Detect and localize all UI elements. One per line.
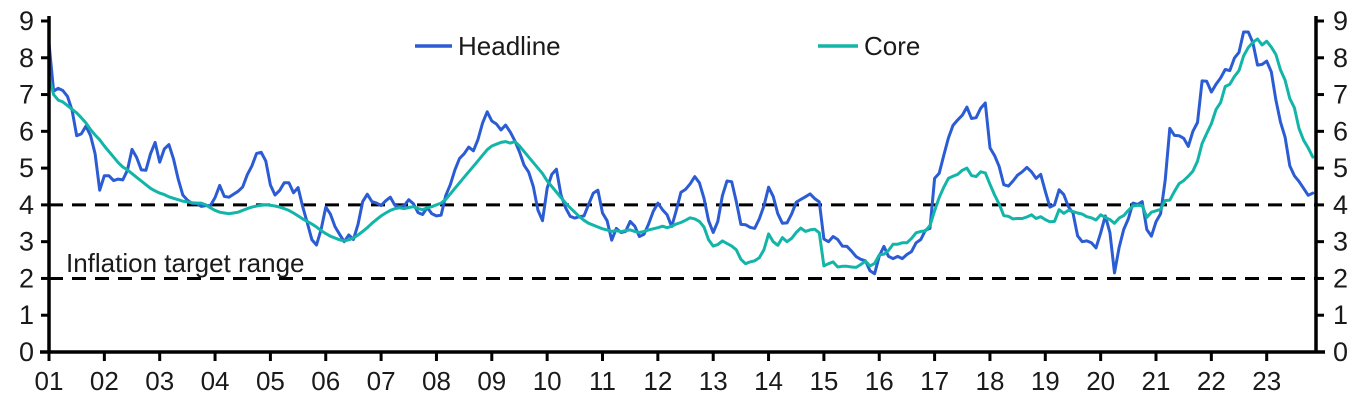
x-axis-ticks: 01 02 03 04 05 06 07 08 09 10 11 12 13 14 15 16 17 18 19 20… — [35, 352, 1281, 396]
y-tick-label-right: 7 — [1333, 80, 1348, 110]
y-tick-label-left: 5 — [19, 153, 34, 183]
y-tick-label-left: 4 — [19, 190, 34, 220]
x-tick-label: 07 — [367, 366, 396, 396]
y-tick-label-right: 3 — [1333, 227, 1348, 257]
x-tick-label: 17 — [920, 366, 949, 396]
core-series-line — [47, 37, 1315, 269]
x-tick-label: 08 — [422, 366, 451, 396]
x-tick-label: 20 — [1086, 366, 1115, 396]
x-tick-label: 23 — [1252, 366, 1281, 396]
x-tick-label: 12 — [643, 366, 672, 396]
x-tick-label: 05 — [256, 366, 285, 396]
headline-legend-label: Headline — [458, 31, 561, 61]
x-tick-label: 02 — [90, 366, 119, 396]
y-tick-label-right: 0 — [1333, 337, 1348, 367]
y-tick-label-left: 8 — [19, 43, 34, 73]
x-tick-label: 13 — [699, 366, 728, 396]
y-tick-label-right: 5 — [1333, 153, 1348, 183]
x-tick-label: 04 — [201, 366, 230, 396]
y-tick-label-right: 9 — [1333, 6, 1348, 36]
y-axis-right-ticks: 0 1 2 3 4 5 6 7 8 9 — [1316, 6, 1348, 367]
y-tick-label-right: 6 — [1333, 116, 1348, 146]
x-tick-label: 14 — [754, 366, 783, 396]
target-range-annotation: Inflation target range — [66, 248, 305, 278]
x-tick-label: 15 — [809, 366, 838, 396]
x-tick-label: 16 — [865, 366, 894, 396]
y-tick-label-left: 7 — [19, 80, 34, 110]
x-tick-label: 06 — [311, 366, 340, 396]
y-tick-label-right: 1 — [1333, 300, 1348, 330]
y-tick-label-left: 1 — [19, 300, 34, 330]
y-tick-label-right: 2 — [1333, 263, 1348, 293]
headline-series-line — [47, 30, 1315, 276]
x-tick-label: 18 — [975, 366, 1004, 396]
x-tick-label: 03 — [145, 366, 174, 396]
y-tick-label-left: 2 — [19, 263, 34, 293]
legend: Headline Core — [415, 31, 920, 61]
x-tick-label: 09 — [477, 366, 506, 396]
y-tick-label-left: 3 — [19, 227, 34, 257]
x-tick-label: 22 — [1197, 366, 1226, 396]
y-tick-label-right: 4 — [1333, 190, 1348, 220]
axes — [40, 16, 1325, 354]
x-tick-label: 10 — [533, 366, 562, 396]
y-axis-left-ticks: 0 1 2 3 4 5 6 7 8 9 — [19, 6, 49, 367]
x-tick-label: 01 — [35, 366, 64, 396]
core-legend-label: Core — [864, 31, 920, 61]
y-tick-label-left: 6 — [19, 116, 34, 146]
y-tick-label-left: 0 — [19, 337, 34, 367]
x-tick-label: 19 — [1031, 366, 1060, 396]
y-tick-label-left: 9 — [19, 6, 34, 36]
x-tick-label: 11 — [589, 366, 616, 396]
y-tick-label-right: 8 — [1333, 43, 1348, 73]
x-tick-label: 21 — [1142, 366, 1171, 396]
